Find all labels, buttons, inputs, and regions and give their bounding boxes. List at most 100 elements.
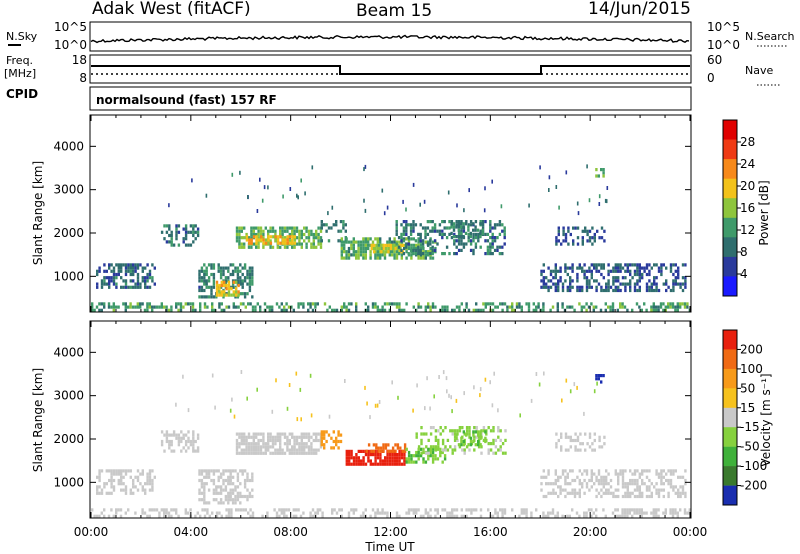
heatmap-cell: [293, 445, 296, 449]
heatmap-cell: [427, 454, 430, 458]
heatmap-cell: [124, 279, 128, 283]
heatmap-cell: [364, 243, 367, 247]
heatmap-cell: [286, 245, 289, 249]
heatmap-cell: [175, 436, 178, 440]
heatmap-cell: [419, 223, 422, 227]
heatmap-cell: [396, 459, 399, 463]
heatmap-cell: [269, 235, 273, 239]
heatmap-cell: [405, 511, 408, 515]
heatmap-cell: [203, 295, 206, 299]
heatmap-cell: [564, 435, 568, 439]
heatmap-cell: [280, 508, 283, 512]
heatmap-cell: [426, 220, 430, 224]
heatmap-cell: [223, 293, 226, 297]
heatmap-cell: [458, 426, 462, 430]
heatmap-cell: [227, 469, 230, 473]
heatmap-cell: [574, 432, 577, 436]
heatmap-cell: [279, 241, 282, 245]
heatmap-cell: [484, 436, 487, 440]
heatmap-cell: [345, 308, 348, 312]
heatmap-cell: [243, 279, 247, 283]
heatmap-cell: [374, 403, 377, 408]
heatmap-cell: [281, 432, 284, 436]
heatmap-cell: [652, 508, 655, 512]
heatmap-cell: [417, 248, 420, 252]
heatmap-cell: [479, 443, 482, 447]
heatmap-cell: [619, 266, 622, 270]
y-tick-label: 3000: [53, 389, 84, 403]
heatmap-cell: [494, 508, 497, 512]
heatmap-cell: [110, 469, 113, 473]
heatmap-cell: [271, 229, 275, 233]
heatmap-cell: [412, 248, 415, 252]
heatmap-cell: [127, 469, 130, 473]
heatmap-cell: [246, 472, 249, 476]
heatmap-cell: [590, 475, 593, 479]
heatmap-cell: [251, 282, 254, 286]
heatmap-cell: [278, 305, 281, 309]
heatmap-cell: [132, 482, 135, 486]
heatmap-cell: [347, 253, 351, 257]
heatmap-cell: [276, 238, 280, 242]
heatmap-cell: [212, 272, 216, 277]
heatmap-cell: [298, 445, 301, 449]
heatmap-cell: [590, 514, 593, 518]
heatmap-cell: [381, 308, 384, 312]
heatmap-cell: [479, 514, 483, 518]
heatmap-cell: [110, 485, 113, 489]
heatmap-cell: [638, 472, 641, 476]
heatmap-cell: [619, 282, 622, 286]
heatmap-cell: [327, 433, 331, 437]
heatmap-cell: [419, 239, 422, 243]
heatmap-cell: [423, 199, 426, 204]
heatmap-cell: [583, 511, 586, 515]
heatmap-cell: [264, 241, 268, 245]
heatmap-cell: [222, 501, 225, 505]
heatmap-cell: [350, 253, 353, 257]
heatmap-cell: [465, 305, 468, 309]
heatmap-cell: [293, 241, 297, 245]
heatmap-cell: [251, 305, 255, 309]
heatmap-cell: [144, 282, 147, 286]
heatmap-cell: [203, 514, 207, 518]
heatmap-cell: [662, 469, 665, 473]
heatmap-cell: [629, 469, 632, 473]
heatmap-cell: [501, 442, 505, 446]
freq-unit-label: [MHz]: [4, 67, 36, 80]
heatmap-cell: [395, 229, 398, 233]
heatmap-cell: [379, 256, 382, 260]
heatmap-cell: [231, 397, 233, 402]
heatmap-cell: [395, 242, 398, 246]
heatmap-cell: [146, 276, 149, 280]
heatmap-cell: [332, 223, 335, 227]
heatmap-cell: [148, 269, 152, 273]
heatmap-cell: [605, 478, 608, 483]
heatmap-cell: [374, 250, 377, 254]
heatmap-cell: [455, 508, 459, 512]
heatmap-cell: [364, 462, 368, 466]
heatmap-cell: [567, 435, 570, 439]
heatmap-cell: [648, 494, 651, 499]
heatmap-cell: [369, 250, 372, 254]
heatmap-cell: [479, 220, 482, 224]
heatmap-cell: [231, 269, 235, 273]
heatmap-cell: [674, 305, 677, 309]
heatmap-cell: [605, 469, 608, 473]
heatmap-cell: [557, 279, 560, 283]
heatmap-cell: [597, 282, 601, 286]
heatmap-cell: [496, 305, 499, 309]
heatmap-cell: [252, 442, 255, 446]
heatmap-cell: [312, 438, 315, 443]
heatmap-cell: [638, 285, 641, 289]
heatmap-cell: [451, 308, 454, 312]
heatmap-cell: [182, 446, 185, 450]
heatmap-cell: [129, 272, 132, 277]
heatmap-cell: [239, 279, 242, 283]
heatmap-cell: [122, 263, 125, 267]
heatmap-cell: [653, 485, 656, 489]
heatmap-cell: [387, 443, 390, 447]
heatmap-cell: [231, 469, 235, 473]
heatmap-cell: [236, 272, 240, 277]
heatmap-cell: [576, 438, 580, 443]
heatmap-cell: [227, 269, 230, 273]
